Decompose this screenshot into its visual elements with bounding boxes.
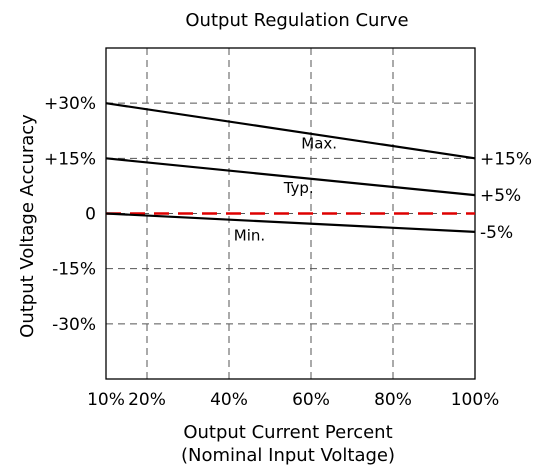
- y-tick-label: 0: [85, 205, 96, 225]
- x-tick-label: 40%: [210, 390, 248, 410]
- series-line-max: [105, 102, 476, 160]
- series-end-label: +5%: [480, 186, 521, 206]
- y-tick-label: +15%: [44, 149, 96, 169]
- series-end-label: -5%: [480, 223, 513, 243]
- series-labels: Max. +15% Typ. +5% Min. -5%: [234, 135, 532, 245]
- x-tick-label: 10%: [87, 390, 125, 410]
- y-tick-label: +30%: [44, 94, 96, 114]
- x-axis-sublabel: (Nominal Input Voltage): [181, 445, 395, 466]
- x-tick-label: 60%: [292, 390, 330, 410]
- x-tick-label: 20%: [128, 390, 166, 410]
- tick-labels: 10% 20% 40% 60% 80% 100% +30% +15% 0 -15% -30%: [44, 94, 499, 410]
- x-tick-label: 100%: [451, 390, 500, 410]
- series-end-label: +15%: [480, 149, 532, 169]
- y-tick-label: -30%: [52, 315, 96, 335]
- series-label: Max.: [301, 135, 337, 153]
- y-tick-label: -15%: [52, 260, 96, 280]
- series-line-typ: [105, 157, 476, 197]
- series-lines: [105, 102, 476, 233]
- chart-title: Output Regulation Curve: [185, 10, 408, 31]
- x-tick-label: 80%: [374, 390, 412, 410]
- y-axis-label: Output Voltage Accuracy: [17, 114, 38, 338]
- series-line-min: [105, 212, 476, 233]
- x-axis-label: Output Current Percent: [183, 422, 392, 443]
- series-label: Min.: [234, 227, 265, 245]
- series-label: Typ.: [283, 179, 314, 197]
